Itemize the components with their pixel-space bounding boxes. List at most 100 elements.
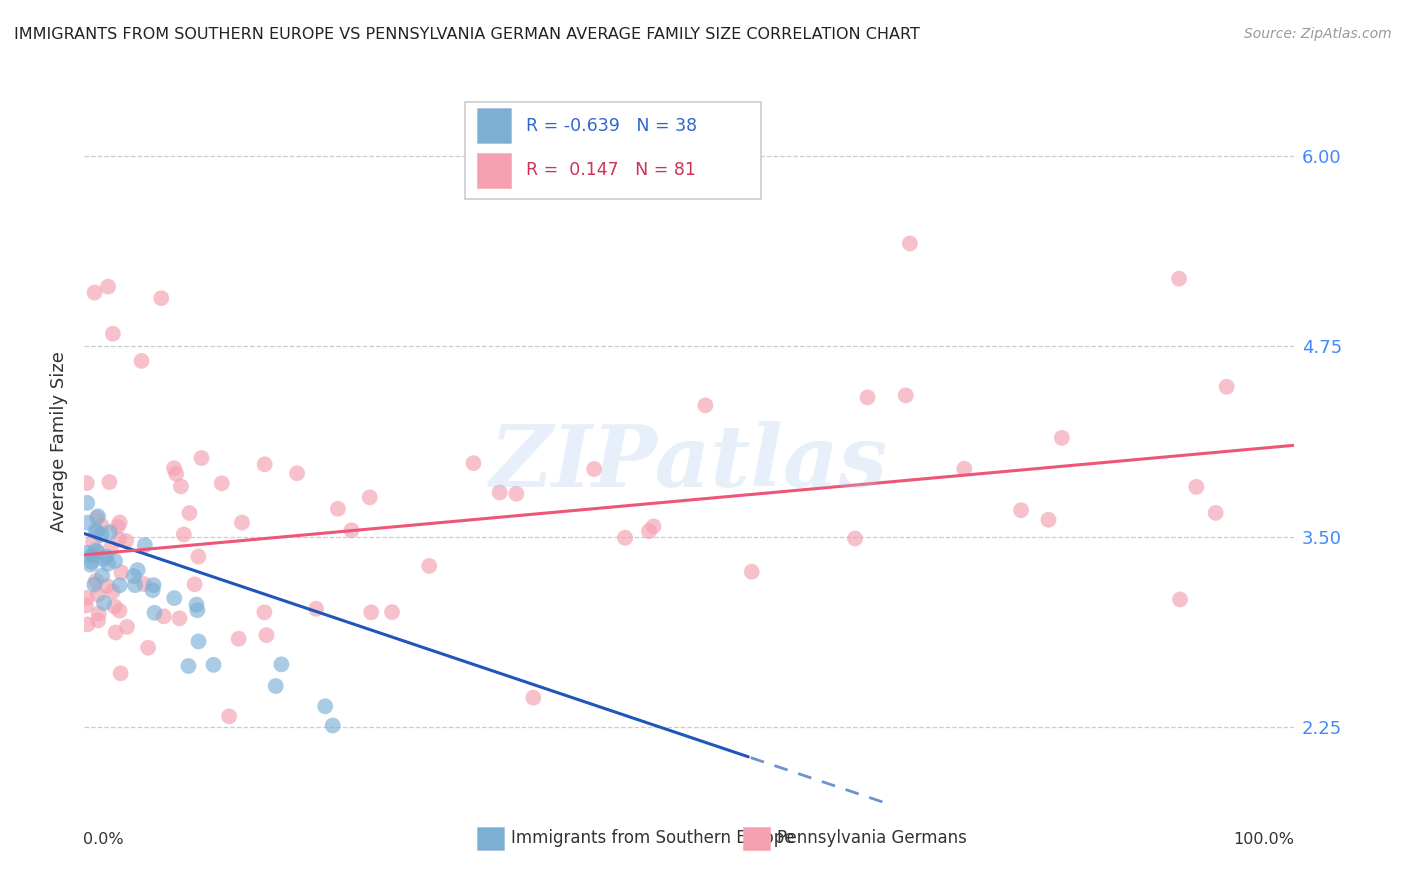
Point: [898, 236, 921, 251]
Point: [305, 601, 328, 615]
Bar: [478, 827, 503, 850]
Point: [186, 598, 208, 612]
Point: [97, 279, 120, 293]
Point: [98, 475, 121, 489]
Point: [583, 462, 606, 476]
Point: [86, 511, 108, 525]
Point: [169, 611, 191, 625]
Text: Immigrants from Southern Europe: Immigrants from Southern Europe: [512, 830, 794, 847]
Point: [1168, 592, 1191, 607]
Point: [150, 291, 173, 305]
Point: [86, 524, 108, 539]
Bar: [478, 153, 512, 188]
Point: [1010, 503, 1032, 517]
Point: [614, 531, 637, 545]
Point: [253, 605, 276, 619]
Point: [163, 591, 186, 605]
Point: [93, 596, 115, 610]
Text: R =  0.147   N = 81: R = 0.147 N = 81: [526, 161, 696, 179]
Point: [231, 516, 253, 530]
Point: [522, 690, 544, 705]
Point: [132, 577, 155, 591]
Point: [202, 657, 225, 672]
Text: IMMIGRANTS FROM SOUTHERN EUROPE VS PENNSYLVANIA GERMAN AVERAGE FAMILY SIZE CORRE: IMMIGRANTS FROM SOUTHERN EUROPE VS PENNS…: [14, 27, 920, 42]
Text: 100.0%: 100.0%: [1233, 831, 1295, 847]
Point: [856, 390, 879, 404]
Point: [75, 599, 97, 613]
Point: [253, 458, 276, 472]
Point: [165, 467, 187, 481]
Point: [142, 578, 165, 592]
Text: ZIPatlas: ZIPatlas: [489, 421, 889, 505]
Point: [340, 524, 363, 538]
Text: Pennsylvania Germans: Pennsylvania Germans: [778, 830, 967, 847]
Point: [326, 501, 349, 516]
Point: [108, 578, 131, 592]
Bar: [478, 108, 512, 143]
Point: [76, 516, 98, 530]
Point: [100, 541, 122, 555]
Point: [264, 679, 287, 693]
Point: [110, 666, 132, 681]
Point: [844, 532, 866, 546]
Point: [143, 606, 166, 620]
Point: [741, 565, 763, 579]
Point: [101, 584, 124, 599]
Point: [90, 528, 112, 542]
Point: [108, 604, 131, 618]
Text: R = -0.639   N = 38: R = -0.639 N = 38: [526, 117, 697, 135]
Point: [108, 516, 131, 530]
Point: [190, 451, 212, 466]
Point: [104, 554, 127, 568]
Point: [953, 462, 976, 476]
Point: [211, 476, 233, 491]
Point: [87, 614, 110, 628]
Point: [285, 467, 308, 481]
Text: 0.0%: 0.0%: [83, 831, 124, 847]
Bar: [744, 827, 770, 850]
Point: [86, 545, 108, 559]
Point: [76, 496, 98, 510]
Point: [360, 605, 382, 619]
Point: [359, 491, 381, 505]
Point: [256, 628, 278, 642]
Point: [1215, 380, 1237, 394]
Point: [110, 566, 132, 580]
Point: [177, 659, 200, 673]
Point: [97, 557, 120, 571]
Point: [381, 605, 404, 619]
Y-axis label: Average Family Size: Average Family Size: [51, 351, 69, 532]
Point: [80, 555, 103, 569]
Point: [136, 640, 159, 655]
Point: [894, 388, 917, 402]
FancyBboxPatch shape: [465, 102, 762, 200]
Point: [418, 558, 440, 573]
Point: [82, 548, 104, 562]
Point: [82, 534, 104, 549]
Point: [96, 549, 118, 564]
Point: [270, 657, 292, 672]
Point: [96, 579, 118, 593]
Point: [505, 487, 527, 501]
Text: Source: ZipAtlas.com: Source: ZipAtlas.com: [1244, 27, 1392, 41]
Point: [79, 558, 101, 572]
Point: [638, 524, 661, 538]
Point: [127, 563, 149, 577]
Point: [187, 634, 209, 648]
Point: [173, 527, 195, 541]
Point: [1185, 480, 1208, 494]
Point: [186, 603, 208, 617]
Point: [643, 519, 665, 533]
Point: [84, 543, 107, 558]
Point: [187, 549, 209, 564]
Point: [104, 625, 127, 640]
Point: [124, 578, 146, 592]
Point: [87, 509, 110, 524]
Point: [228, 632, 250, 646]
Point: [83, 285, 105, 300]
Point: [115, 620, 138, 634]
Point: [141, 583, 163, 598]
Point: [87, 587, 110, 601]
Point: [152, 609, 174, 624]
Point: [463, 456, 485, 470]
